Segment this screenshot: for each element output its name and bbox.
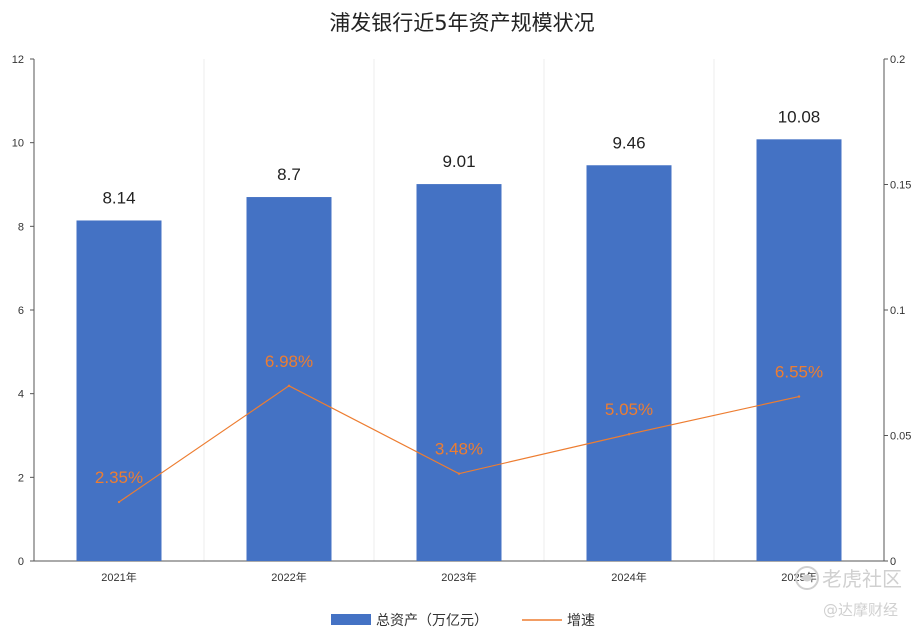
bar-value-label: 8.14 bbox=[102, 188, 135, 207]
growth-point bbox=[287, 384, 291, 388]
bar bbox=[76, 220, 162, 561]
right-tick-label: 0 bbox=[890, 556, 896, 568]
tiger-logo bbox=[795, 566, 819, 590]
bar-value-label: 8.7 bbox=[277, 165, 301, 184]
left-tick-label: 10 bbox=[12, 138, 24, 150]
line-series bbox=[117, 384, 801, 504]
growth-value-label: 2.35% bbox=[95, 468, 143, 487]
bar bbox=[756, 139, 842, 561]
bar bbox=[586, 165, 672, 562]
legend-label-growth: 增速 bbox=[567, 613, 595, 629]
bar bbox=[246, 197, 332, 562]
chart-title: 浦发银行近5年资产规模状况 bbox=[329, 11, 594, 35]
legend-label-total-assets: 总资产（万亿元） bbox=[376, 613, 488, 629]
growth-point bbox=[117, 500, 121, 504]
left-tick-label: 6 bbox=[18, 305, 24, 317]
growth-value-label: 6.98% bbox=[265, 352, 313, 371]
watermark: 老虎社区 @达摩财经 bbox=[795, 566, 902, 619]
left-tick-label: 8 bbox=[18, 221, 24, 233]
growth-value-label: 5.05% bbox=[605, 400, 653, 419]
right-tick-label: 0.1 bbox=[890, 305, 905, 317]
right-tick-label: 0.15 bbox=[890, 180, 911, 192]
right-tick-label: 0.05 bbox=[890, 431, 911, 443]
growth-value-label: 6.55% bbox=[775, 363, 823, 382]
watermark-line2: @达摩财经 bbox=[823, 601, 898, 619]
growth-value-label: 3.48% bbox=[435, 440, 483, 459]
growth-point bbox=[797, 395, 801, 398]
left-tick-label: 0 bbox=[18, 556, 24, 568]
bar-value-label: 9.46 bbox=[612, 133, 645, 152]
x-tick-label: 2023年 bbox=[441, 570, 476, 584]
x-tick-label: 2022年 bbox=[271, 570, 306, 584]
bar-series bbox=[76, 139, 842, 562]
left-tick-label: 2 bbox=[18, 472, 24, 484]
bar-value-label: 9.01 bbox=[442, 152, 475, 171]
right-tick-label: 0.2 bbox=[890, 54, 905, 66]
growth-point bbox=[627, 433, 631, 436]
legend-swatch-total-assets bbox=[331, 614, 371, 625]
left-tick-label: 12 bbox=[12, 54, 24, 66]
x-tick-label: 2021年 bbox=[101, 570, 136, 584]
x-tick-label: 2024年 bbox=[611, 570, 646, 584]
growth-point bbox=[457, 472, 461, 475]
data-labels: 8.14 8.7 9.01 9.46 10.08 2.35% 6.98% 3.48% 5.05%… bbox=[95, 107, 823, 487]
axes: 0 2 4 6 8 10 12 0 0.05 0.1 0.15 0.2 2021年 2022年 2023年 2… bbox=[12, 54, 912, 584]
legend: 总资产（万亿元） 增速 bbox=[331, 613, 595, 629]
bar-value-label: 10.08 bbox=[778, 107, 821, 126]
grid-lines bbox=[203, 59, 715, 561]
watermark-line1: 老虎社区 bbox=[822, 567, 902, 591]
bar bbox=[416, 184, 502, 561]
left-tick-label: 4 bbox=[18, 389, 24, 401]
